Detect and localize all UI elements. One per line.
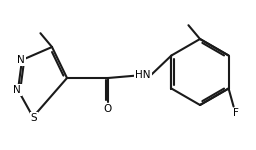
Text: N: N [17, 55, 25, 65]
Text: O: O [104, 104, 112, 114]
Text: HN: HN [135, 70, 151, 80]
Text: F: F [233, 108, 239, 119]
Text: S: S [31, 113, 37, 123]
Text: N: N [13, 85, 21, 95]
